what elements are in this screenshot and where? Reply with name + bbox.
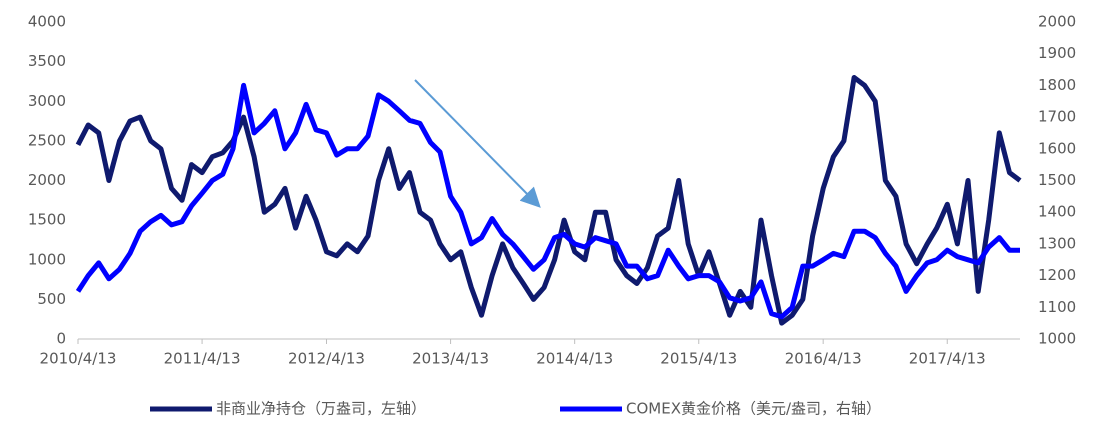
y-tick-label: 1000 <box>28 250 66 268</box>
y2-tick-label: 1000 <box>1038 330 1076 348</box>
x-tick-label: 2011/4/13 <box>164 350 241 368</box>
x-tick-label: 2017/4/13 <box>909 350 986 368</box>
y-tick-label: 1500 <box>28 211 66 229</box>
x-tick-label: 2016/4/13 <box>785 350 862 368</box>
y2-tick-label: 1200 <box>1038 266 1076 284</box>
x-tick-label: 2014/4/13 <box>536 350 613 368</box>
legend-label: COMEX黄金价格（美元/盎司，右轴） <box>626 400 881 418</box>
y2-tick-label: 1900 <box>1038 44 1076 62</box>
y2-tick-label: 1800 <box>1038 76 1076 94</box>
y-tick-label: 4000 <box>28 13 66 31</box>
x-tick-label: 2013/4/13 <box>412 350 489 368</box>
y2-tick-label: 1400 <box>1038 203 1076 221</box>
trend-arrow <box>414 79 541 208</box>
y-tick-label: 3500 <box>28 52 66 70</box>
y2-tick-label: 2000 <box>1038 13 1076 31</box>
y-tick-label: 2500 <box>28 131 66 149</box>
legend-label: 非商业净持仓（万盎司，左轴） <box>216 400 426 418</box>
y-tick-label: 0 <box>56 330 66 348</box>
x-tick-label: 2015/4/13 <box>660 350 737 368</box>
y2-tick-label: 1100 <box>1038 298 1076 316</box>
series-line <box>75 75 1022 326</box>
y2-tick-label: 1300 <box>1038 234 1076 252</box>
y2-tick-label: 1600 <box>1038 139 1076 157</box>
y-tick-label: 500 <box>37 290 66 308</box>
y-tick-label: 2000 <box>28 171 66 189</box>
y2-tick-label: 1500 <box>1038 171 1076 189</box>
x-tick-label: 2010/4/13 <box>40 350 117 368</box>
series-line <box>75 82 1020 320</box>
x-tick-label: 2012/4/13 <box>288 350 365 368</box>
y2-tick-label: 1700 <box>1038 108 1076 126</box>
y-tick-label: 3000 <box>28 92 66 110</box>
